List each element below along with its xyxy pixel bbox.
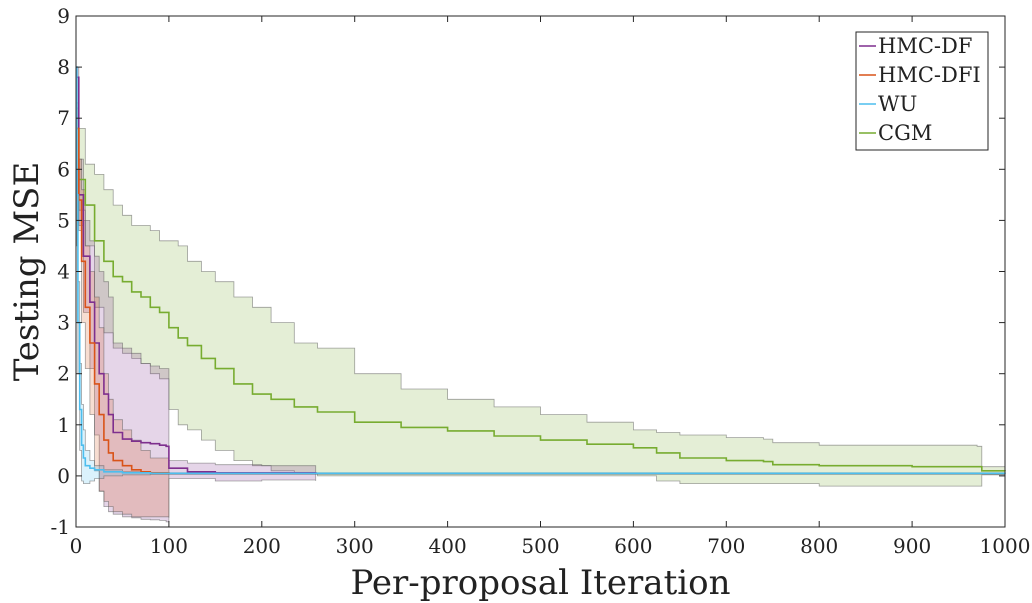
band-cgm (75, 102, 1006, 487)
x-tick-label: 800 (800, 534, 838, 558)
legend-box (855, 31, 989, 151)
y-axis-title: Testing MSE (7, 162, 47, 382)
y-tick-label: 8 (57, 55, 70, 79)
x-tick-label: 100 (150, 534, 188, 558)
line-cgm (76, 127, 1006, 472)
y-tick-label: -1 (51, 515, 70, 539)
y-tick-label: 0 (57, 464, 70, 488)
y-tick-label: 9 (57, 4, 70, 28)
legend-label: HMC-DFI (878, 63, 981, 87)
x-tick-label: 300 (336, 534, 374, 558)
x-tick-label: 500 (521, 534, 559, 558)
x-tick-label: 900 (893, 534, 931, 558)
y-tick-label: 1 (57, 413, 70, 437)
legend-label: HMC-DF (878, 34, 972, 58)
line-hmc-dfi (76, 127, 170, 474)
y-tick-label: 4 (57, 260, 70, 284)
y-axis-ticks: -1 0 1 2 3 4 5 6 7 8 9 (51, 4, 1005, 539)
legend-label: CGM (878, 121, 932, 145)
y-tick-label: 5 (57, 208, 70, 232)
line-hmc-df (76, 76, 317, 474)
x-tick-label: 700 (707, 534, 745, 558)
x-axis-ticks: 0 100 200 300 400 500 600 700 800 900 1000 (70, 16, 1031, 558)
legend-label: WU (878, 92, 917, 116)
y-tick-label: 6 (57, 157, 70, 181)
legend: HMC-DF HMC-DFI WU CGM (855, 31, 989, 151)
x-tick-label: 600 (614, 534, 652, 558)
y-tick-label: 3 (57, 311, 70, 335)
x-axis-title: Per-proposal Iteration (351, 563, 731, 603)
x-tick-label: 0 (70, 534, 83, 558)
x-tick-label: 200 (243, 534, 281, 558)
y-tick-label: 7 (57, 106, 70, 130)
x-tick-label: 400 (429, 534, 467, 558)
x-tick-label: 1000 (980, 534, 1031, 558)
y-tick-label: 2 (57, 362, 70, 386)
